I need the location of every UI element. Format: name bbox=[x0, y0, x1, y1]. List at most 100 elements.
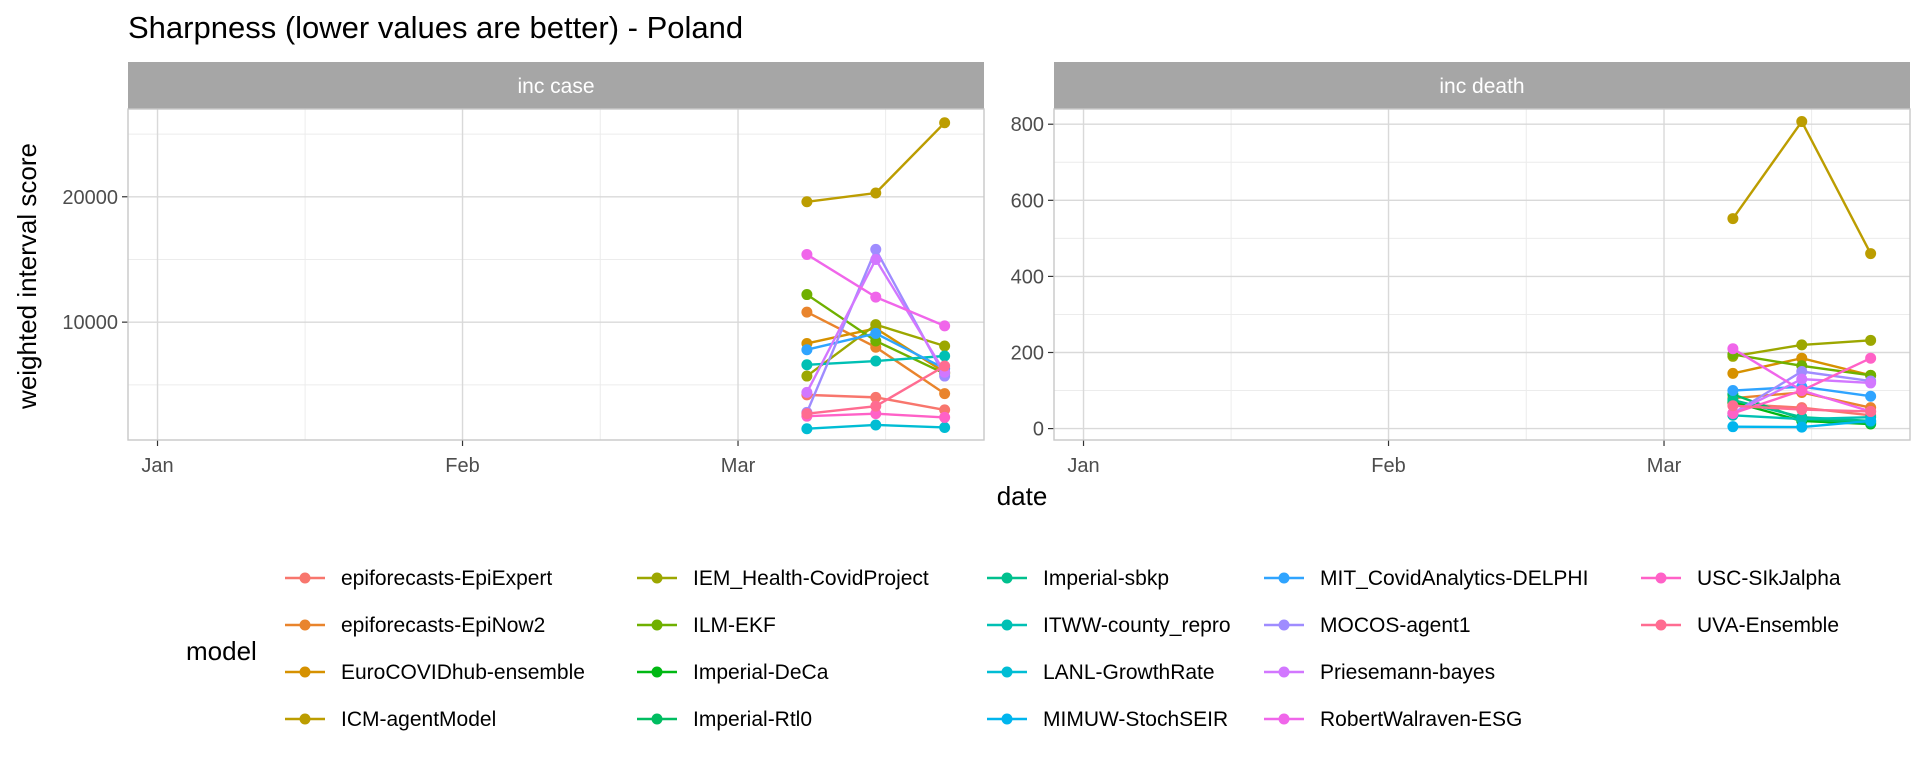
data-point bbox=[939, 388, 951, 400]
legend-label: Imperial-sbkp bbox=[1043, 567, 1169, 590]
data-point bbox=[1727, 421, 1739, 433]
data-point bbox=[1796, 404, 1808, 416]
legend-label: MIT_CovidAnalytics-DELPHI bbox=[1320, 567, 1588, 590]
plot-area bbox=[128, 109, 984, 440]
legend-key-point bbox=[1278, 619, 1290, 631]
legend-item: epiforecasts-EpiNow2 bbox=[285, 614, 545, 637]
data-point bbox=[939, 320, 951, 332]
data-point bbox=[870, 319, 882, 331]
legend-item: UVA-Ensemble bbox=[1641, 614, 1839, 637]
data-point bbox=[939, 117, 951, 129]
y-tick-label: 800 bbox=[1011, 114, 1044, 136]
data-point bbox=[1796, 366, 1808, 378]
legend-item: MIT_CovidAnalytics-DELPHI bbox=[1264, 567, 1588, 590]
facet-strip-label: inc case bbox=[517, 75, 594, 98]
legend-title: model bbox=[186, 636, 257, 666]
data-point bbox=[801, 289, 813, 301]
x-tick-label: Feb bbox=[445, 455, 479, 477]
y-axis-label: weighted interval score bbox=[12, 143, 42, 410]
legend-item: LANL-GrowthRate bbox=[987, 661, 1215, 684]
legend-label: LANL-GrowthRate bbox=[1043, 661, 1215, 684]
series-UVA-Ensemble bbox=[801, 360, 951, 420]
data-point bbox=[801, 386, 813, 398]
legend-key-point bbox=[651, 619, 663, 631]
data-point bbox=[870, 327, 882, 339]
legend-key-point bbox=[651, 572, 663, 584]
panels: inc case 10000 20000 Jan Feb Mar inc death 0 200… bbox=[62, 62, 1911, 477]
data-point bbox=[1865, 334, 1877, 346]
data-point bbox=[1796, 421, 1808, 433]
data-point bbox=[1727, 400, 1739, 412]
legend-key-point bbox=[651, 713, 663, 725]
x-tick-label: Mar bbox=[721, 455, 756, 477]
data-point bbox=[801, 423, 813, 435]
data-point bbox=[1727, 343, 1739, 355]
data-point bbox=[1796, 339, 1808, 351]
legend-key-point bbox=[299, 713, 311, 725]
data-point bbox=[801, 196, 813, 208]
x-tick-label: Mar bbox=[1647, 455, 1682, 477]
legend-item: ICM-agentModel bbox=[285, 708, 496, 731]
data-point bbox=[870, 243, 882, 255]
x-tick-label: Jan bbox=[1067, 455, 1099, 477]
legend-key-point bbox=[299, 666, 311, 678]
data-point bbox=[1727, 367, 1739, 379]
panel-border bbox=[127, 108, 985, 441]
facet-strip bbox=[128, 62, 984, 109]
x-tick-label: Jan bbox=[141, 455, 173, 477]
data-point bbox=[1865, 352, 1877, 364]
legend-label: epiforecasts-EpiExpert bbox=[341, 567, 552, 590]
legend-key-point bbox=[1001, 572, 1013, 584]
series-ICM-agentModel bbox=[1727, 116, 1877, 260]
data-point bbox=[1865, 390, 1877, 402]
data-point bbox=[1865, 248, 1877, 260]
data-point bbox=[1865, 415, 1877, 427]
data-point bbox=[801, 370, 813, 382]
legend-item: Imperial-Rtl0 bbox=[637, 708, 812, 731]
data-point bbox=[870, 355, 882, 367]
series-Priesemann-bayes bbox=[801, 253, 951, 398]
legend-key-point bbox=[1278, 713, 1290, 725]
data-point bbox=[870, 335, 882, 347]
panel-inc-death: inc death 0 200 400 600 800 Jan Feb Mar bbox=[1011, 62, 1911, 477]
data-point bbox=[1727, 213, 1739, 225]
data-point bbox=[1865, 377, 1877, 389]
data-point bbox=[939, 421, 951, 433]
legend-key-point bbox=[1278, 666, 1290, 678]
legend-item: Imperial-sbkp bbox=[987, 567, 1169, 590]
legend-label: ILM-EKF bbox=[693, 614, 776, 637]
legend-key-point bbox=[1001, 619, 1013, 631]
x-axis-label: date bbox=[997, 481, 1048, 511]
legend-item: Priesemann-bayes bbox=[1264, 661, 1495, 684]
legend-label: EuroCOVIDhub-ensemble bbox=[341, 661, 585, 684]
legend-label: ICM-agentModel bbox=[341, 708, 496, 731]
legend-key-point bbox=[299, 572, 311, 584]
series-ICM-agentModel bbox=[801, 117, 951, 208]
data-point bbox=[801, 359, 813, 371]
data-point bbox=[1727, 407, 1739, 419]
legend-key-point bbox=[299, 619, 311, 631]
legend-label: Priesemann-bayes bbox=[1320, 661, 1495, 684]
legend-key-point bbox=[1001, 666, 1013, 678]
data-point bbox=[801, 408, 813, 420]
data-point bbox=[1796, 116, 1808, 128]
data-point bbox=[939, 340, 951, 352]
data-point bbox=[1796, 385, 1808, 397]
legend-item: ILM-EKF bbox=[637, 614, 776, 637]
y-tick-label: 600 bbox=[1011, 190, 1044, 212]
y-tick-label: 200 bbox=[1011, 342, 1044, 364]
series-MIMUW-StochSEIR bbox=[1727, 415, 1877, 433]
data-point bbox=[801, 248, 813, 260]
series-RobertWalraven-ESG bbox=[801, 248, 951, 332]
legend-key-point bbox=[651, 666, 663, 678]
facet-strip bbox=[1054, 62, 1910, 109]
series-UVA-Ensemble bbox=[1727, 400, 1877, 417]
legend-label: UVA-Ensemble bbox=[1697, 614, 1839, 637]
legend-item: RobertWalraven-ESG bbox=[1264, 708, 1522, 731]
legend-label: Imperial-Rtl0 bbox=[693, 708, 812, 731]
data-point bbox=[939, 350, 951, 362]
legend-label: MIMUW-StochSEIR bbox=[1043, 708, 1228, 731]
data-point bbox=[870, 291, 882, 303]
legend-label: MOCOS-agent1 bbox=[1320, 614, 1471, 637]
